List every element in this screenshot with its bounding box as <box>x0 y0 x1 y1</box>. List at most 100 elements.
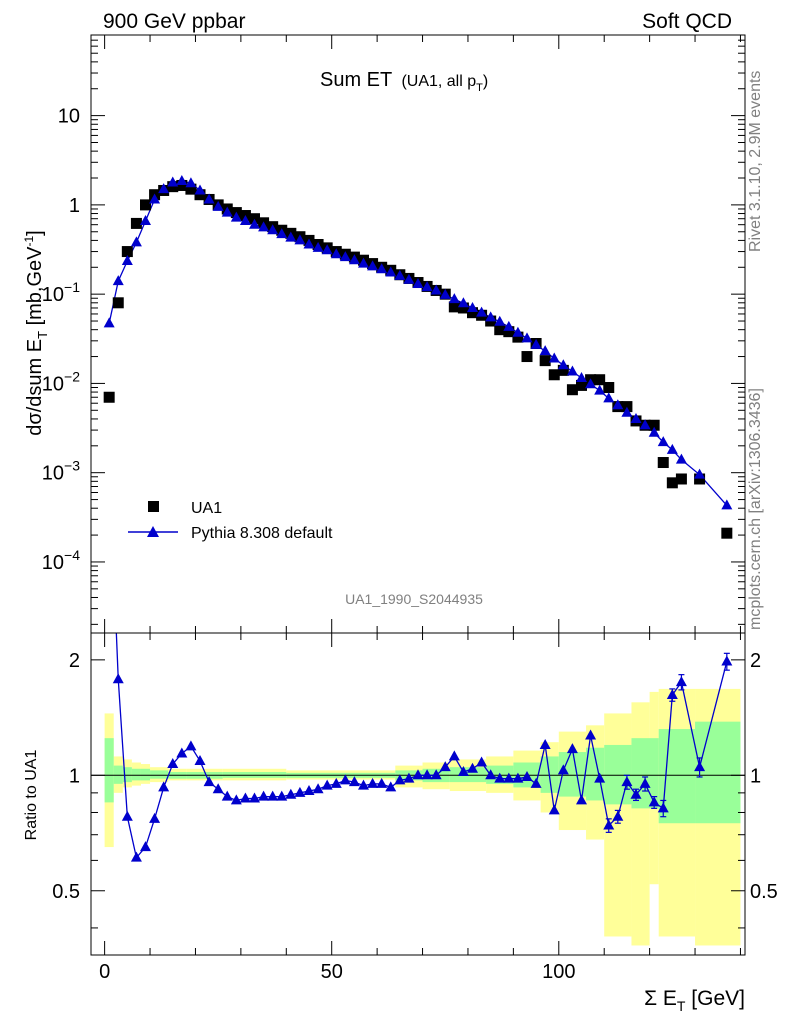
y-tick-label-main: 10 <box>58 106 80 128</box>
ua1-point <box>657 457 669 469</box>
pythia-point <box>312 241 324 252</box>
ratio-band-green <box>140 768 151 781</box>
ratio-point <box>285 788 297 799</box>
ratio-point <box>140 841 151 852</box>
ua1-point <box>140 199 151 211</box>
ratio-point <box>303 785 315 796</box>
plot-title-suffix-sub: T <box>476 82 483 94</box>
ratio-band-green <box>104 738 114 803</box>
ratio-point <box>566 743 578 754</box>
pythia-point <box>358 257 369 268</box>
ratio-point <box>104 452 115 462</box>
pythia-point <box>303 238 315 249</box>
ratio-point <box>230 794 242 805</box>
ratio-point <box>557 764 569 775</box>
pythia-point <box>376 263 388 274</box>
ratio-point <box>376 777 388 788</box>
ratio-point <box>403 772 415 783</box>
ratio-point <box>339 774 351 785</box>
y-axis-label-main: dσ/dsum ET [mb,GeV-1] <box>22 230 50 436</box>
y-tick-label-main: 1 <box>69 195 80 217</box>
pythia-point <box>594 384 606 395</box>
pythia-point <box>412 277 424 288</box>
x-tick-label: 50 <box>321 961 343 983</box>
ratio-point <box>639 777 651 788</box>
pythia-point <box>185 177 197 188</box>
pythia-point <box>530 338 542 349</box>
ratio-point <box>612 810 624 821</box>
ua1-point <box>167 181 179 193</box>
y-tick-label-main: 10−2 <box>42 368 80 395</box>
ratio-point <box>258 790 270 801</box>
y-axis-label-ratio: Ratio to UA1 <box>23 750 40 841</box>
y-label-main-unit: [mb,GeV <box>24 246 46 331</box>
legend-ua1-marker <box>148 501 159 512</box>
ua1-point <box>512 331 524 343</box>
y-label-main-end: ] <box>24 230 46 236</box>
ratio-point <box>358 779 369 790</box>
ua1-point <box>185 183 197 195</box>
pythia-point <box>194 184 206 195</box>
ua1-point <box>457 302 469 314</box>
pythia-point <box>539 345 551 356</box>
ua1-point <box>721 527 733 539</box>
ratio-point <box>112 673 124 684</box>
ratio-point <box>594 772 606 783</box>
legend-ua1-label: UA1 <box>191 500 222 517</box>
ua1-point <box>448 301 460 313</box>
ratio-band-green <box>695 721 741 824</box>
pythia-point <box>557 359 569 370</box>
ratio-point <box>648 796 660 807</box>
pythia-point <box>239 214 251 225</box>
pythia-point <box>221 206 233 217</box>
pythia-point <box>339 251 351 262</box>
ua1-point <box>557 364 569 376</box>
header-right: Soft QCD <box>642 10 732 33</box>
pythia-point <box>130 236 142 247</box>
ua1-point <box>194 189 206 201</box>
ratio-band-green <box>122 767 132 783</box>
ratio-plot-frame <box>90 632 746 956</box>
legend: UA1 Pythia 8.308 default <box>128 500 333 542</box>
ratio-point <box>185 740 197 751</box>
ratio-point <box>348 776 360 787</box>
pythia-line <box>108 180 728 506</box>
pythia-point <box>421 281 433 292</box>
pythia-point <box>548 352 560 363</box>
ratio-point <box>485 769 497 780</box>
y-label-main-text: dσ/dsum E <box>24 339 46 436</box>
y-label-main-sub: T <box>35 331 50 339</box>
pythia-point <box>648 426 660 437</box>
ratio-point <box>421 769 433 780</box>
ratio-point <box>394 774 406 785</box>
ratio-point <box>330 777 342 788</box>
pythia-point <box>430 284 442 295</box>
ratio-point <box>467 762 478 773</box>
pythia-point <box>158 183 170 194</box>
pythia-point <box>203 193 215 204</box>
ratio-point <box>167 758 179 769</box>
ratio-point <box>448 750 460 761</box>
ratio-point <box>294 786 306 797</box>
pythia-point <box>394 269 406 280</box>
pythia-point <box>721 499 733 510</box>
ua1-point <box>494 324 506 336</box>
ratio-point <box>239 792 251 803</box>
ratio-point <box>603 819 615 830</box>
ua1-point <box>594 374 606 386</box>
ratio-point <box>539 738 551 749</box>
ua1-point <box>603 382 615 394</box>
ua1-point <box>503 326 515 338</box>
plot-title: Sum ET (UA1, all pT) <box>320 69 488 94</box>
ratio-point <box>503 772 515 783</box>
plot-title-suffix: (UA1, all p <box>401 73 476 90</box>
pythia-point <box>494 315 506 326</box>
y-tick-label-ratio: 2 <box>69 650 80 672</box>
pythia-point <box>140 214 151 225</box>
ratio-point <box>203 776 215 787</box>
ratio-markers <box>104 452 733 862</box>
pythia-point <box>212 200 224 211</box>
ratio-point <box>585 729 597 740</box>
analysis-id: UA1_1990_S2044935 <box>345 591 483 607</box>
ua1-point <box>112 297 124 309</box>
